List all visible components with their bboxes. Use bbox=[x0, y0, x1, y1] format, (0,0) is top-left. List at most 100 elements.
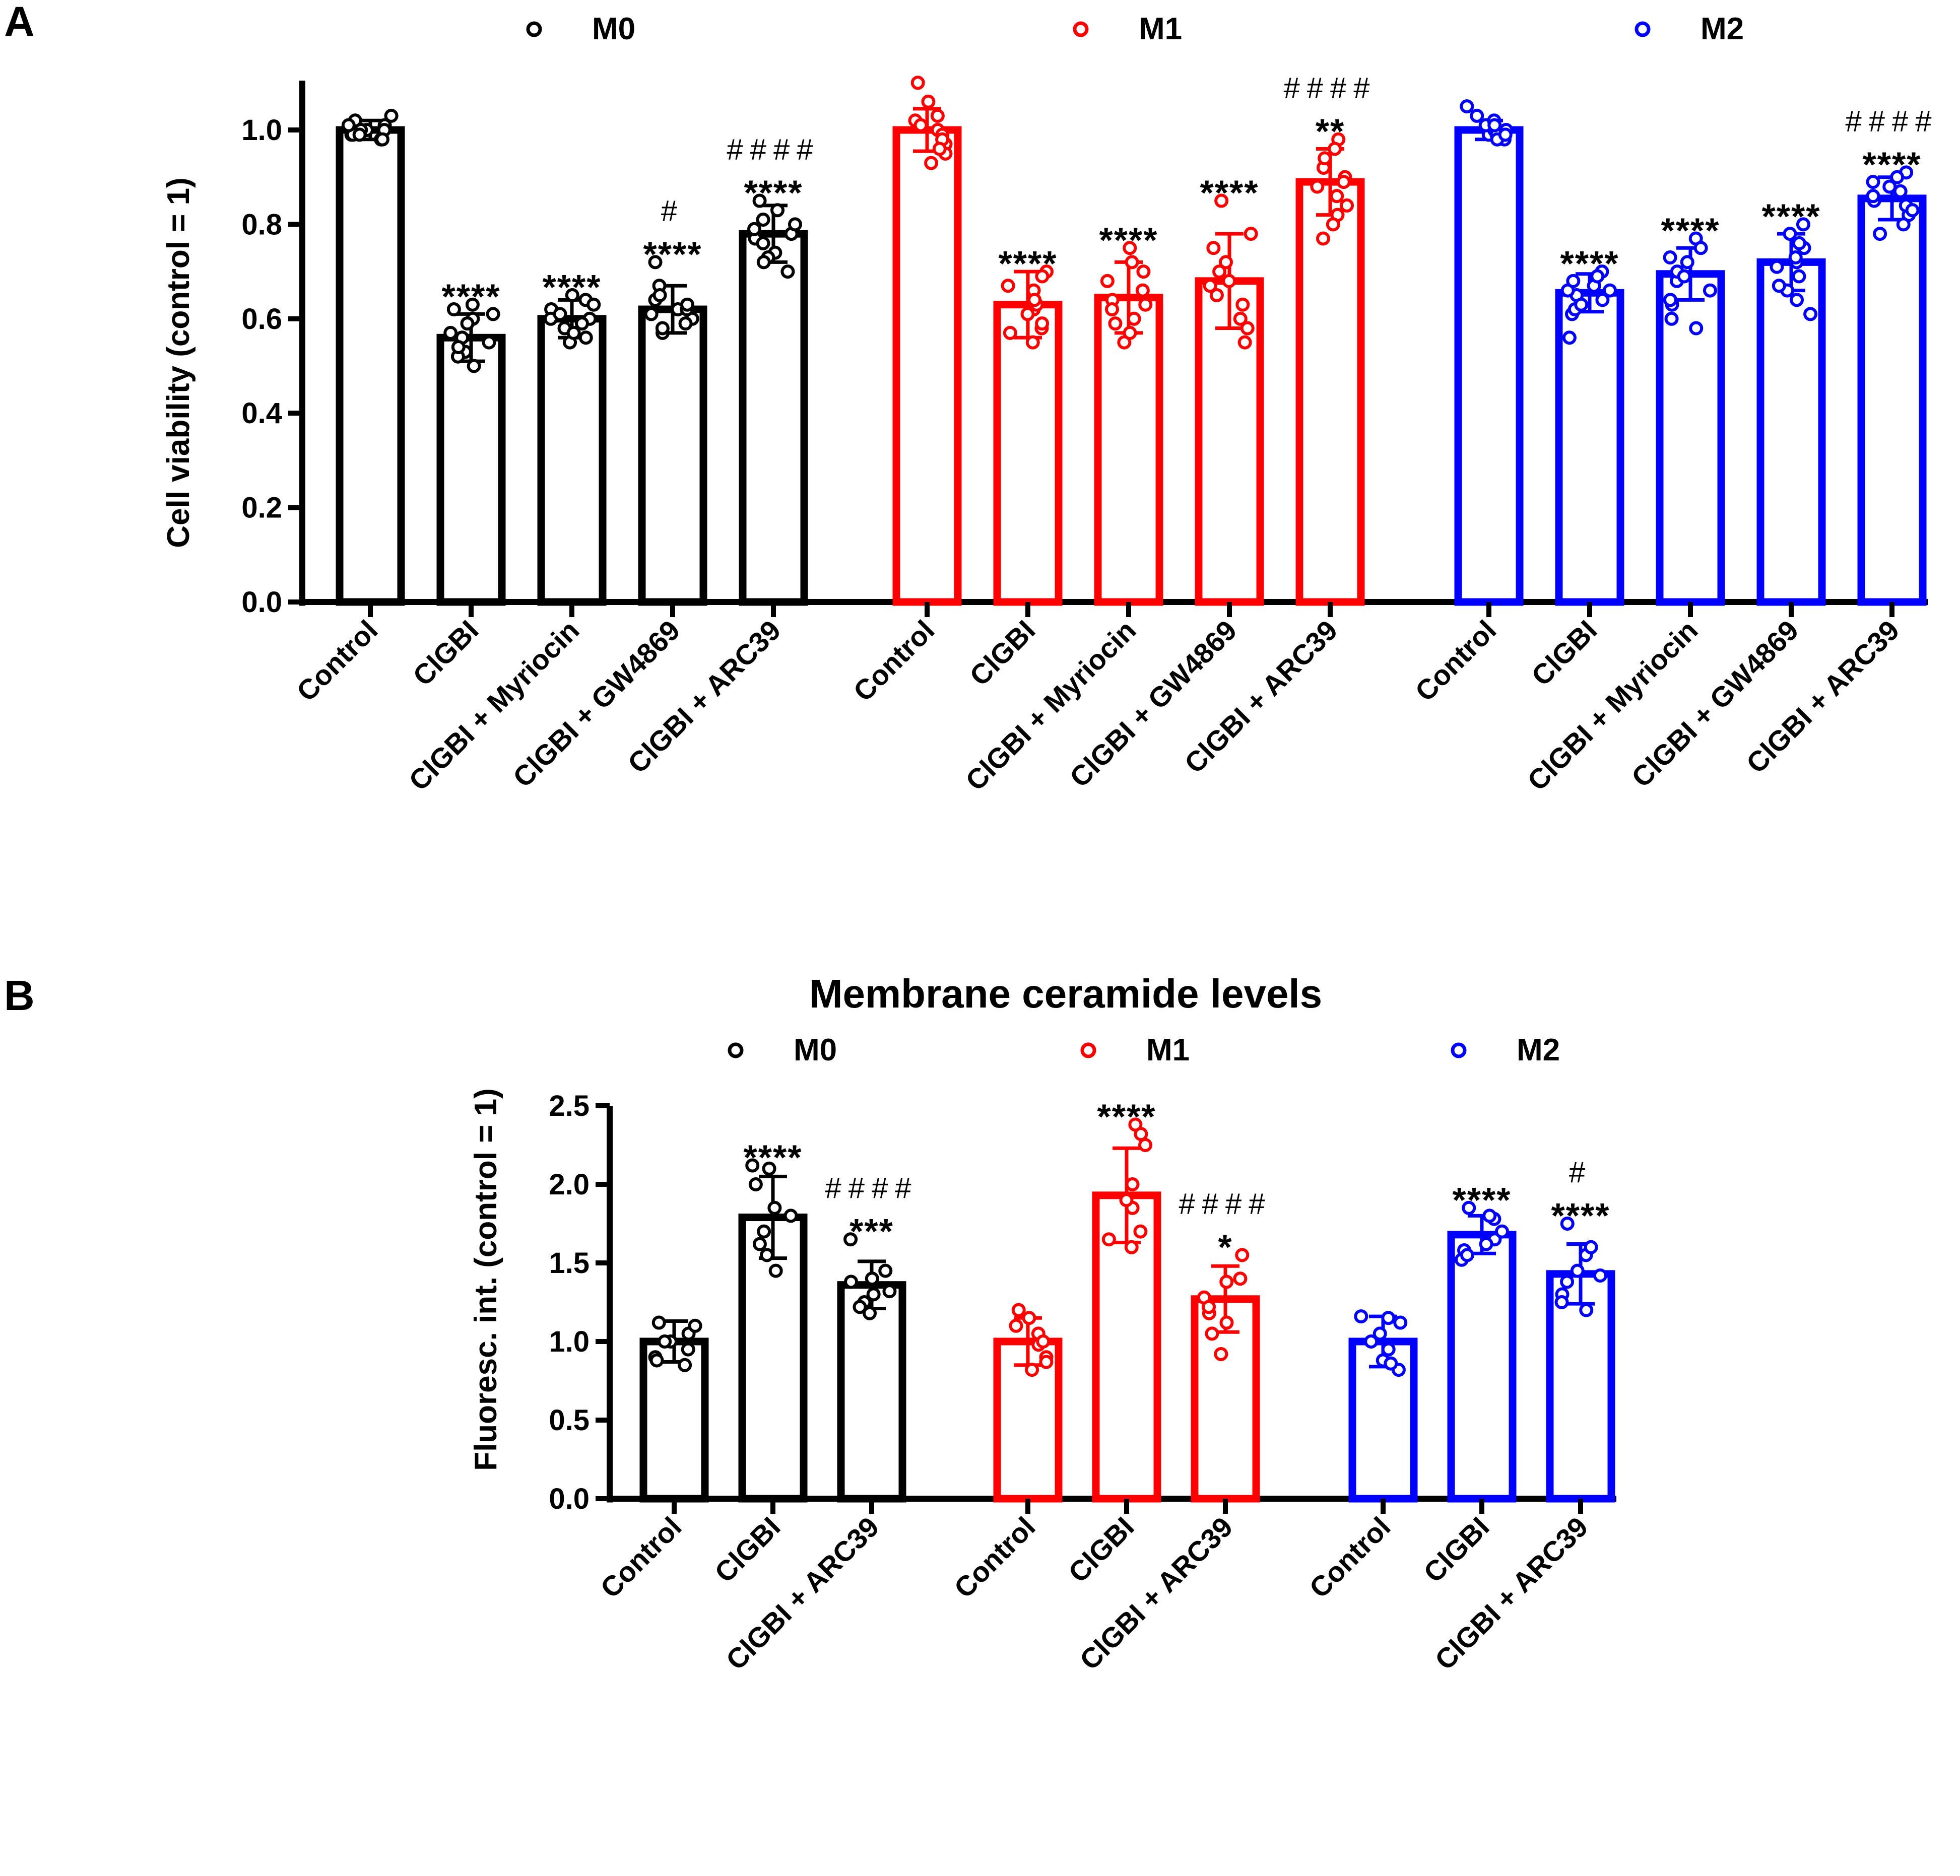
x-tick-label: Control bbox=[1409, 614, 1502, 707]
data-point bbox=[924, 156, 939, 170]
data-point bbox=[1788, 250, 1803, 264]
data-point bbox=[467, 359, 481, 373]
data-point bbox=[930, 108, 945, 123]
significance-label: * bbox=[1218, 1227, 1232, 1266]
data-point bbox=[1022, 1311, 1036, 1325]
significance-label: **** bbox=[999, 244, 1058, 283]
data-point bbox=[1584, 1240, 1598, 1254]
data-point bbox=[586, 297, 601, 312]
data-point bbox=[1214, 193, 1229, 208]
data-point bbox=[1384, 1356, 1398, 1371]
x-tick-label: ClGBI bbox=[1417, 1511, 1495, 1589]
data-point bbox=[1570, 1263, 1585, 1278]
data-point bbox=[1792, 236, 1806, 250]
data-point bbox=[465, 297, 480, 312]
data-point bbox=[1482, 1209, 1497, 1223]
data-point bbox=[1462, 1200, 1476, 1215]
data-point bbox=[1554, 1295, 1569, 1309]
data-point bbox=[1318, 151, 1332, 166]
data-point bbox=[1235, 297, 1250, 312]
data-point bbox=[1202, 1300, 1216, 1314]
data-point bbox=[1866, 175, 1880, 189]
data-point bbox=[748, 1177, 763, 1191]
legend-marker-m1 bbox=[1073, 21, 1089, 37]
panel-a-label: A bbox=[4, 0, 35, 45]
legend-label-m1: M1 bbox=[1146, 1033, 1190, 1067]
data-point bbox=[644, 307, 659, 321]
hash-significance-label: # bbox=[1569, 1156, 1592, 1189]
hash-significance-label: #### bbox=[1179, 1187, 1272, 1220]
data-point bbox=[913, 118, 928, 132]
data-point bbox=[1219, 255, 1233, 270]
data-point bbox=[375, 132, 389, 147]
data-point bbox=[760, 1248, 774, 1262]
data-point bbox=[1328, 142, 1342, 156]
data-point bbox=[1373, 1326, 1387, 1341]
data-point bbox=[1235, 1248, 1250, 1262]
data-point bbox=[1595, 293, 1610, 307]
significance-label: **** bbox=[1560, 244, 1619, 283]
significance-label: **** bbox=[1762, 196, 1821, 236]
data-point bbox=[1100, 274, 1115, 288]
data-point bbox=[1003, 325, 1017, 340]
x-tick-label: ClGBI bbox=[708, 1511, 787, 1589]
legend-label-m2: M2 bbox=[1701, 12, 1744, 46]
data-point bbox=[652, 288, 667, 302]
y-tick-label: 1.5 bbox=[549, 1247, 590, 1280]
data-point bbox=[341, 118, 356, 132]
data-point bbox=[882, 1284, 897, 1299]
data-point bbox=[745, 1158, 760, 1173]
data-point bbox=[578, 330, 593, 345]
y-tick-label: 2.5 bbox=[549, 1090, 590, 1122]
data-point bbox=[1890, 170, 1905, 184]
data-point bbox=[780, 264, 795, 279]
data-point bbox=[482, 335, 496, 350]
data-point bbox=[1025, 335, 1040, 350]
data-point bbox=[1566, 274, 1581, 288]
data-point bbox=[866, 1287, 881, 1302]
data-point bbox=[1025, 1363, 1039, 1377]
data-point bbox=[844, 1275, 859, 1289]
data-point bbox=[1487, 118, 1502, 132]
bar bbox=[892, 126, 962, 606]
data-point bbox=[1219, 1275, 1234, 1289]
data-point bbox=[1203, 279, 1217, 293]
data-point bbox=[1108, 316, 1123, 331]
y-tick-label: 1.0 bbox=[549, 1325, 590, 1358]
data-point bbox=[747, 222, 762, 236]
data-point bbox=[1212, 264, 1227, 279]
data-point bbox=[1562, 330, 1577, 345]
data-point bbox=[1470, 108, 1484, 123]
x-tick-label: ClGBI + Myriocin bbox=[1521, 614, 1704, 796]
data-point bbox=[1209, 288, 1224, 302]
data-point bbox=[756, 236, 770, 250]
data-point bbox=[678, 316, 693, 331]
data-point bbox=[1123, 241, 1137, 255]
legend-marker-m0 bbox=[728, 1042, 744, 1058]
hash-significance-label: #### bbox=[825, 1172, 918, 1204]
x-tick-label: Control bbox=[594, 1511, 687, 1604]
data-point bbox=[648, 255, 663, 270]
data-point bbox=[1680, 255, 1694, 270]
y-tick-label: 0.0 bbox=[241, 586, 282, 619]
data-point bbox=[843, 1232, 858, 1247]
data-point bbox=[783, 1209, 798, 1223]
data-point bbox=[553, 307, 567, 321]
x-tick-label: ClGBI + Myriocin bbox=[403, 614, 585, 796]
data-point bbox=[1233, 1271, 1248, 1286]
data-point bbox=[1119, 1193, 1134, 1208]
y-tick-label: 0.4 bbox=[241, 397, 282, 430]
hash-significance-label: #### bbox=[1283, 72, 1377, 105]
data-point bbox=[1237, 335, 1252, 350]
data-point bbox=[1460, 99, 1474, 114]
x-tick-label: ClGBI + GW4869 bbox=[507, 614, 686, 793]
bar bbox=[1447, 1231, 1517, 1503]
bar bbox=[1857, 194, 1927, 606]
data-point bbox=[1393, 1315, 1408, 1330]
data-point bbox=[1460, 1248, 1474, 1262]
data-point bbox=[1020, 307, 1035, 321]
data-point bbox=[566, 325, 581, 340]
x-tick-label: ClGBI + Myriocin bbox=[959, 614, 1142, 796]
significance-label: **** bbox=[1661, 211, 1720, 250]
y-axis-label: Cell viability (control = 1) bbox=[161, 177, 196, 548]
